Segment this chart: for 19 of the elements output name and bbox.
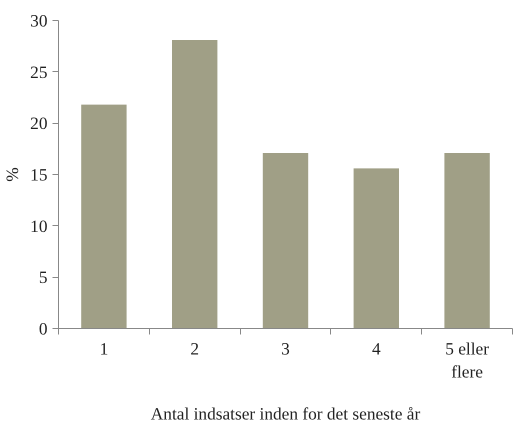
y-tick-label: 20 bbox=[30, 114, 48, 134]
y-axis-title: % bbox=[3, 167, 22, 182]
x-tick-label: 1 bbox=[100, 340, 108, 358]
x-tick-label: 4 bbox=[372, 340, 381, 358]
x-tick-label: 5 eller flere bbox=[445, 340, 490, 382]
y-tick-label: 15 bbox=[30, 166, 48, 184]
x-axis-title: Antal indsatser inden for det seneste år bbox=[150, 404, 420, 424]
y-tick-label: 10 bbox=[30, 216, 48, 236]
y-tick-label: 0 bbox=[38, 320, 48, 338]
y-tick-label: 25 bbox=[30, 62, 48, 82]
y-tick-label: 5 bbox=[38, 268, 48, 288]
bar bbox=[354, 168, 399, 328]
x-tick-label: 3 bbox=[281, 340, 290, 358]
bar bbox=[81, 104, 127, 328]
x-tick-label: 2 bbox=[190, 340, 200, 358]
bar bbox=[172, 40, 218, 328]
bar bbox=[444, 152, 490, 328]
bar bbox=[262, 152, 308, 328]
y-tick-label: 30 bbox=[30, 12, 48, 30]
